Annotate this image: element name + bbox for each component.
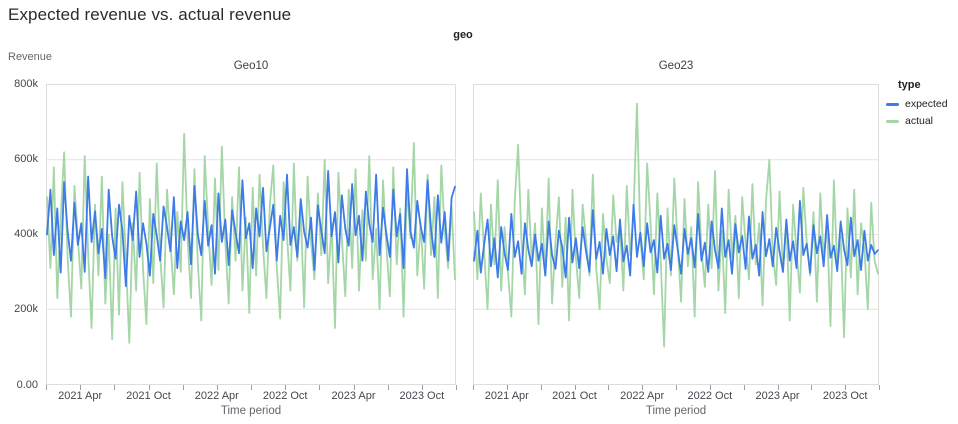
x-tick-mark bbox=[251, 385, 252, 390]
y-axis-title: Revenue bbox=[8, 51, 53, 63]
y-tick-label: 400k bbox=[14, 228, 38, 240]
line-chart-svg bbox=[46, 132, 456, 344]
legend-item-actual[interactable]: actual bbox=[886, 115, 956, 127]
x-tick-mark bbox=[285, 385, 287, 390]
x-tick-label: 2021 Apr bbox=[484, 390, 529, 402]
series-line-actual bbox=[473, 102, 879, 348]
x-tick-mark bbox=[421, 385, 423, 390]
x-tick-mark bbox=[777, 385, 779, 390]
x-tick-mark bbox=[506, 385, 508, 390]
x-tick-mark bbox=[709, 385, 711, 390]
x-tick-mark bbox=[574, 385, 576, 390]
x-tick-mark bbox=[845, 385, 847, 390]
legend-item-label: expected bbox=[905, 98, 948, 110]
x-tick-label: 2022 Oct bbox=[687, 390, 733, 402]
legend-title: type bbox=[898, 79, 921, 91]
series-line-expected bbox=[473, 199, 879, 279]
x-tick-mark bbox=[608, 385, 610, 390]
facet-field-label: geo bbox=[453, 29, 473, 41]
y-tick-label: 800k bbox=[14, 77, 38, 90]
legend: type expected actual bbox=[886, 79, 956, 132]
x-tick-label: 2023 Oct bbox=[822, 390, 868, 402]
x-tick-mark bbox=[642, 385, 644, 390]
x-tick-label: 2021 Apr bbox=[58, 390, 103, 402]
x-tick-mark bbox=[148, 385, 150, 390]
x-tick-label: 2023 Apr bbox=[755, 390, 800, 402]
x-tick-label: 2021 Oct bbox=[126, 390, 171, 402]
series-line-expected bbox=[46, 168, 456, 287]
x-tick-mark bbox=[319, 385, 321, 390]
x-tick-mark bbox=[473, 385, 474, 390]
chart-panel-geo10[interactable] bbox=[46, 84, 456, 385]
x-tick-label: 2022 Oct bbox=[262, 390, 308, 402]
line-chart-svg bbox=[473, 102, 879, 348]
x-axis-title: Time period bbox=[645, 405, 707, 417]
facet-title-geo10: Geo10 bbox=[233, 60, 269, 72]
x-tick-mark bbox=[676, 385, 677, 390]
x-tick-label: 2023 Apr bbox=[331, 390, 376, 402]
x-tick-label: 2022 Apr bbox=[620, 390, 665, 402]
y-tick-label: 200k bbox=[14, 303, 38, 316]
chart-title: Expected revenue vs. actual revenue bbox=[8, 5, 292, 24]
x-tick-mark bbox=[216, 385, 218, 390]
x-axis-title: Time period bbox=[220, 405, 282, 417]
x-tick-label: 2021 Oct bbox=[552, 390, 597, 402]
x-tick-mark bbox=[540, 385, 542, 390]
x-tick-mark bbox=[879, 385, 880, 390]
x-tick-mark bbox=[743, 385, 745, 390]
actual-line-swatch-icon bbox=[886, 119, 899, 123]
x-tick-mark bbox=[387, 385, 389, 390]
x-tick-mark bbox=[114, 385, 116, 390]
expected-line-swatch-icon bbox=[886, 102, 899, 106]
x-tick-mark bbox=[182, 385, 184, 390]
x-tick-mark bbox=[46, 385, 47, 390]
x-tick-label: 2022 Apr bbox=[194, 390, 239, 402]
legend-item-expected[interactable]: expected bbox=[886, 98, 956, 110]
x-tick-mark bbox=[80, 385, 82, 390]
x-tick-mark bbox=[353, 385, 355, 390]
legend-item-label: actual bbox=[905, 115, 934, 127]
x-tick-label: 2023 Oct bbox=[399, 390, 445, 402]
y-tick-label: 600k bbox=[14, 152, 38, 165]
x-tick-mark bbox=[811, 385, 813, 390]
facet-title-geo23: Geo23 bbox=[658, 60, 694, 72]
x-tick-mark bbox=[456, 385, 457, 390]
chart-panel-geo23[interactable] bbox=[473, 84, 879, 385]
y-tick-label: 0.00 bbox=[16, 378, 38, 391]
